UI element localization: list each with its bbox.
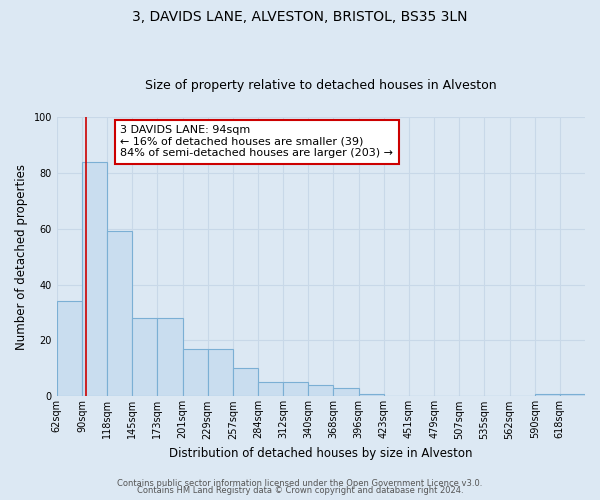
Bar — [57, 302, 82, 396]
Text: Contains HM Land Registry data © Crown copyright and database right 2024.: Contains HM Land Registry data © Crown c… — [137, 486, 463, 495]
Bar — [283, 382, 308, 396]
Bar — [182, 349, 208, 397]
Bar — [535, 394, 560, 396]
Bar — [258, 382, 283, 396]
Bar — [334, 388, 359, 396]
Text: 3 DAVIDS LANE: 94sqm
← 16% of detached houses are smaller (39)
84% of semi-detac: 3 DAVIDS LANE: 94sqm ← 16% of detached h… — [120, 125, 393, 158]
X-axis label: Distribution of detached houses by size in Alveston: Distribution of detached houses by size … — [169, 447, 473, 460]
Text: 3, DAVIDS LANE, ALVESTON, BRISTOL, BS35 3LN: 3, DAVIDS LANE, ALVESTON, BRISTOL, BS35 … — [132, 10, 468, 24]
Bar — [157, 318, 182, 396]
Bar — [233, 368, 258, 396]
Title: Size of property relative to detached houses in Alveston: Size of property relative to detached ho… — [145, 79, 497, 92]
Bar — [560, 394, 585, 396]
Bar — [107, 232, 132, 396]
Bar — [82, 162, 107, 396]
Y-axis label: Number of detached properties: Number of detached properties — [15, 164, 28, 350]
Bar — [132, 318, 157, 396]
Bar — [308, 385, 334, 396]
Bar — [208, 349, 233, 397]
Bar — [359, 394, 384, 396]
Text: Contains public sector information licensed under the Open Government Licence v3: Contains public sector information licen… — [118, 478, 482, 488]
